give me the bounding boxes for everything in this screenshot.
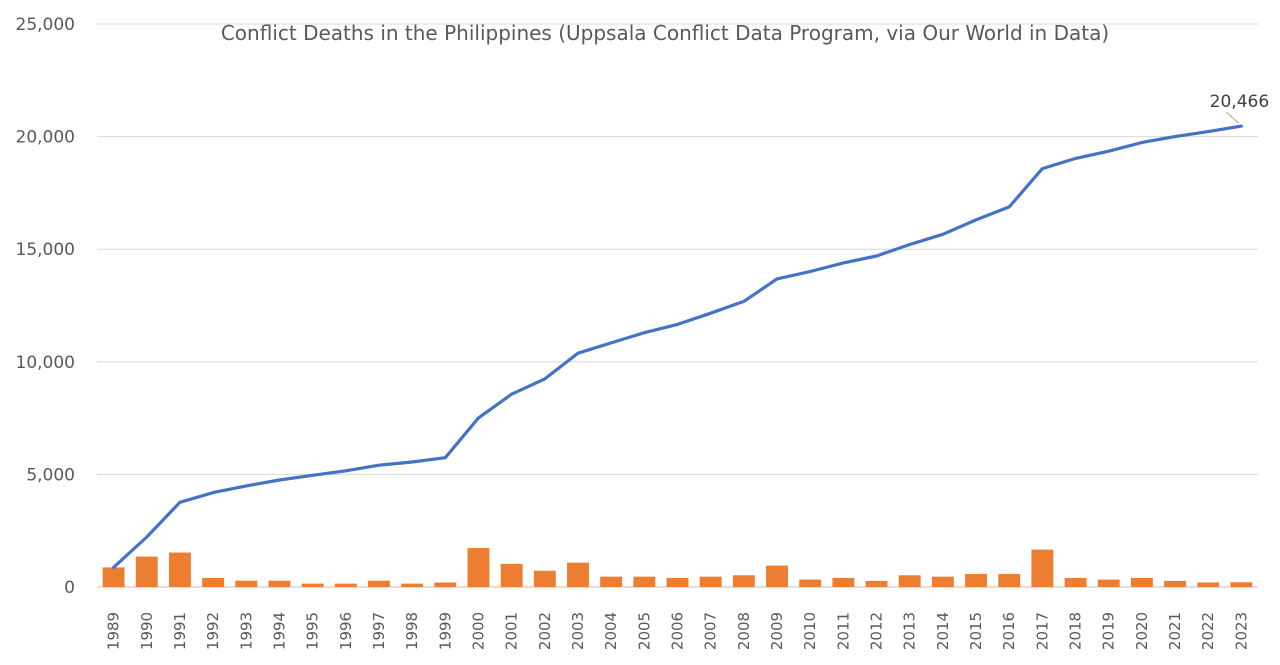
x-tick-label: 2012 xyxy=(868,612,886,650)
annotation-leader xyxy=(1226,111,1239,124)
x-tick-label: 1994 xyxy=(270,612,288,650)
bar xyxy=(931,576,954,587)
bar xyxy=(202,577,225,587)
x-tick-label: 2004 xyxy=(602,612,620,650)
bar xyxy=(732,575,755,587)
bar xyxy=(368,580,390,587)
bar xyxy=(533,570,556,587)
gridlines xyxy=(97,23,1258,588)
x-tick-label: 2020 xyxy=(1133,612,1151,650)
bar xyxy=(1064,577,1087,587)
bar xyxy=(434,582,457,587)
x-tick-label: 2009 xyxy=(768,612,786,650)
bar xyxy=(135,556,158,587)
bar xyxy=(1164,580,1187,587)
bar xyxy=(500,563,523,587)
y-tick-label: 25,000 xyxy=(16,15,75,35)
bar xyxy=(832,577,855,587)
x-tick-label: 2006 xyxy=(669,612,687,650)
x-tick-label: 1992 xyxy=(204,612,222,650)
x-tick-label: 2010 xyxy=(801,612,819,650)
x-tick-label: 2000 xyxy=(469,612,487,650)
bar xyxy=(1230,582,1253,587)
x-tick-label: 2008 xyxy=(735,612,753,650)
x-tick-label: 2022 xyxy=(1199,612,1217,650)
y-tick-label: 20,000 xyxy=(16,128,75,148)
bar xyxy=(766,565,788,587)
x-tick-label: 2005 xyxy=(635,612,653,650)
x-tick-label: 2019 xyxy=(1100,612,1118,650)
y-tick-label: 10,000 xyxy=(16,353,75,373)
cumulative-line xyxy=(111,124,1244,570)
bar xyxy=(965,573,987,587)
x-tick-label: 2007 xyxy=(702,612,720,650)
x-tick-label: 1996 xyxy=(337,612,355,650)
x-tick-label: 1995 xyxy=(304,612,322,650)
y-tick-label: 0 xyxy=(64,578,75,598)
bar-series xyxy=(102,548,1253,587)
bar xyxy=(633,576,656,587)
bar xyxy=(467,548,490,587)
bar xyxy=(1031,549,1054,587)
x-tick-label: 2017 xyxy=(1033,612,1051,650)
bar xyxy=(666,577,689,587)
x-tick-label: 2016 xyxy=(1000,612,1018,650)
bar xyxy=(168,552,191,587)
x-tick-label: 1999 xyxy=(436,612,454,650)
x-tick-label: 1993 xyxy=(237,612,255,650)
bar xyxy=(998,573,1021,587)
bar xyxy=(799,579,822,587)
x-tick-label: 2011 xyxy=(834,612,852,650)
bar xyxy=(334,583,357,587)
x-tick-label: 1991 xyxy=(171,612,189,650)
annotations: 20,466 xyxy=(1210,92,1269,124)
x-tick-label: 1989 xyxy=(105,612,123,650)
chart-title: Conflict Deaths in the Philippines (Upps… xyxy=(221,21,1109,45)
x-tick-label: 2003 xyxy=(569,612,587,650)
bar xyxy=(301,583,324,587)
x-tick-label: 2021 xyxy=(1166,612,1184,650)
bar xyxy=(401,583,424,587)
bar xyxy=(898,575,921,587)
x-tick-label: 1990 xyxy=(138,612,156,650)
x-tick-label: 2002 xyxy=(536,612,554,650)
bar xyxy=(1130,577,1153,587)
x-tick-label: 2014 xyxy=(934,612,952,650)
bar xyxy=(699,576,722,587)
x-tick-label: 1998 xyxy=(403,612,421,650)
line-series xyxy=(111,124,1244,570)
data-label: 20,466 xyxy=(1210,92,1269,112)
x-tick-label: 2023 xyxy=(1232,612,1250,650)
x-axis-ticks: 1989 1990 1991 1992 1993 1994 1995 1996 1997 1998… xyxy=(105,612,1251,650)
y-tick-label: 15,000 xyxy=(16,240,75,260)
x-tick-label: 2013 xyxy=(901,612,919,650)
bar xyxy=(102,567,125,587)
x-tick-label: 2018 xyxy=(1067,612,1085,650)
bar xyxy=(268,580,291,587)
y-axis-ticks: 25,000 20,000 15,000 10,000 5,000 0 xyxy=(16,15,75,598)
bar xyxy=(600,576,623,587)
bar xyxy=(1197,582,1220,587)
bar xyxy=(1097,579,1120,587)
bar xyxy=(567,562,589,587)
y-tick-label: 5,000 xyxy=(26,465,75,485)
x-tick-label: 1997 xyxy=(370,612,388,650)
x-tick-label: 2001 xyxy=(503,612,521,650)
x-tick-label: 2015 xyxy=(967,612,985,650)
bar xyxy=(235,580,258,587)
bar xyxy=(865,580,888,587)
